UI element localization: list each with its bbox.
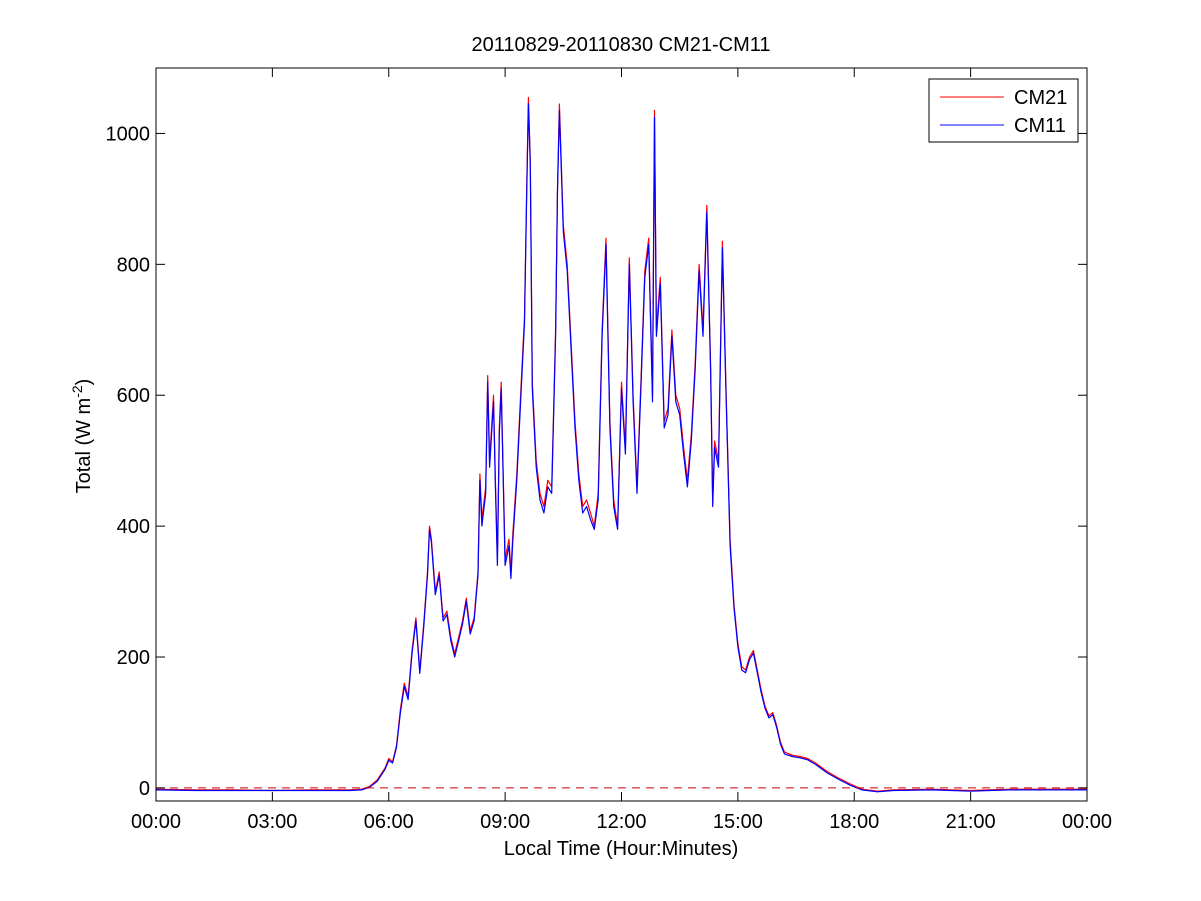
y-tick-label: 800	[117, 254, 150, 276]
x-tick-label: 09:00	[480, 811, 530, 833]
ticks-layer: 00:00 03:00 06:00 09:00 12:00 15:00 18:00 21:00…	[106, 68, 1112, 833]
chart-title: 20110829-20110830 CM21-CM11	[471, 34, 770, 56]
x-axis-label: Local Time (Hour:Minutes)	[504, 838, 739, 860]
legend-box	[928, 78, 1079, 143]
x-tick-label: 15:00	[713, 811, 763, 833]
legend: CM21 CM11	[928, 78, 1079, 143]
legend-label-cm21: CM21	[1014, 87, 1067, 109]
y-axis-label-exponent: -2	[69, 385, 85, 398]
series-line-cm11	[155, 103, 1087, 793]
x-tick-label: 12:00	[596, 811, 646, 833]
legend-label-cm11: CM11	[1014, 115, 1066, 137]
y-tick-label: 400	[117, 516, 150, 538]
x-tick-label: 00:00	[131, 811, 181, 833]
x-tick-label: 00:00	[1062, 811, 1112, 833]
y-tick-label: 1000	[106, 123, 151, 145]
plot-area-background	[156, 68, 1087, 801]
x-tick-label: 06:00	[364, 811, 414, 833]
x-tick-label: 21:00	[946, 811, 996, 833]
x-tick-label: 03:00	[247, 811, 297, 833]
y-tick-label: 600	[117, 385, 150, 407]
y-tick-label: 200	[117, 647, 150, 669]
y-axis-label-main: Total (W m	[73, 398, 95, 494]
y-axis-label: Total (W m-2)	[69, 379, 95, 494]
x-tick-label: 18:00	[829, 811, 879, 833]
y-axis-label-suffix: )	[73, 379, 95, 386]
series-layer	[155, 96, 1087, 793]
y-tick-label: 0	[139, 778, 150, 800]
